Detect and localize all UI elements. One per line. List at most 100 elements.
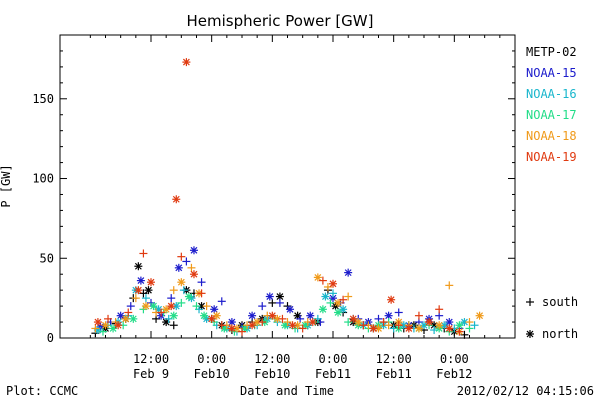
south-data-point [470,321,479,330]
y-axis: 0 50 100 150 [32,50,515,345]
south-data-point [141,294,150,303]
south-data-point [179,286,188,295]
series-legend: METP-02 NOAA-15 NOAA-16 NOAA-17 NOAA-18 NOAA-… [526,45,577,164]
chart-title: Hemispheric Power [GW] [187,12,374,30]
south-data-point [192,302,201,311]
y-axis-label: P [GW] [0,164,13,207]
north-data-point [141,302,150,311]
south-data-point [359,321,368,330]
south-data-point [394,308,403,317]
north-data-point [321,292,330,301]
south-data-point [124,308,133,317]
north-data-point [210,305,219,314]
south-data-point [169,321,178,330]
y-tick-label: 100 [32,172,54,186]
x-tick-label-date: Feb12 [436,367,472,381]
north-data-point [167,302,176,311]
north-data-point [121,314,130,323]
south-data-point [177,298,186,307]
north-data-point [177,278,186,287]
x-tick-label-date: Feb 9 [133,367,169,381]
x-tick-label-time: 12:00 [254,352,290,366]
x-tick-label-date: Feb11 [315,367,351,381]
north-data-point [404,324,413,333]
north-data-point [268,311,277,320]
marker-legend-south [526,298,534,306]
north-data-point [313,273,322,282]
north-data-point [349,314,358,323]
south-data-point [217,297,226,306]
x-tick-label-date: Feb10 [194,367,230,381]
plot-area [59,34,516,339]
south-data-point [329,289,337,298]
south-data-point [339,295,348,304]
north-data-point [149,302,158,311]
north-data-point [440,321,449,330]
north-data-point [129,314,138,323]
north-data-point [414,324,423,333]
south-data-point [326,298,335,307]
south-data-point [187,263,196,272]
north-data-point [374,324,383,333]
north-data-point [318,305,327,314]
south-data-point [268,298,277,307]
south-data-point [91,324,100,333]
series-noaa-19 [93,58,464,336]
north-data-point [101,321,110,330]
south-data-point [435,305,444,314]
south-data-point [465,318,474,327]
south-data-point [278,314,287,323]
north-data-point [189,246,198,255]
north-data-point [445,324,454,333]
north-data-point [435,321,444,330]
x-tick-label-time: 12:00 [376,352,412,366]
south-data-point [182,257,191,266]
legend-entry-noaa-19: NOAA-19 [526,150,577,164]
footer-plot-credit: Plot: CCMC [6,384,78,398]
legend-entry-noaa-15: NOAA-15 [526,66,577,80]
legend-entry-noaa-17: NOAA-17 [526,108,577,122]
north-data-point [387,295,396,304]
data-points [91,58,484,339]
x-tick-label-date: Feb11 [376,367,412,381]
marker-legend-label: south [542,295,578,309]
north-data-point [134,262,143,271]
north-data-point [286,305,295,314]
south-data-point [238,327,246,336]
south-data-point [394,321,403,330]
south-data-point [157,308,166,317]
south-data-point [275,298,284,307]
south-data-point [126,302,135,311]
south-data-point [197,289,206,298]
north-data-point [288,321,297,330]
south-data-point [344,292,353,301]
north-data-point [207,314,216,323]
north-data-point [425,318,434,327]
south-data-point [167,294,176,303]
y-tick-label: 150 [32,92,54,106]
north-data-point [136,276,145,285]
north-data-point [227,324,236,333]
x-tick-label-time: 0:00 [319,352,348,366]
plot-frame [59,34,516,339]
south-data-point [455,327,464,336]
x-tick-label-time: 0:00 [197,352,226,366]
north-data-point [114,321,123,330]
north-data-point [329,279,337,288]
south-data-point [414,311,423,320]
north-data-point [248,321,257,330]
south-data-point [258,318,267,327]
south-data-point [131,294,140,303]
south-data-point [318,276,327,285]
legend-entry-metp-02: METP-02 [526,45,577,59]
x-tick-label-time: 12:00 [133,352,169,366]
south-data-point [445,281,454,290]
marker-legend-label: north [542,327,578,341]
north-data-point [265,292,274,301]
north-data-point [475,311,484,320]
south-data-point [197,278,206,287]
north-data-point [182,58,191,67]
north-data-point [369,324,378,333]
